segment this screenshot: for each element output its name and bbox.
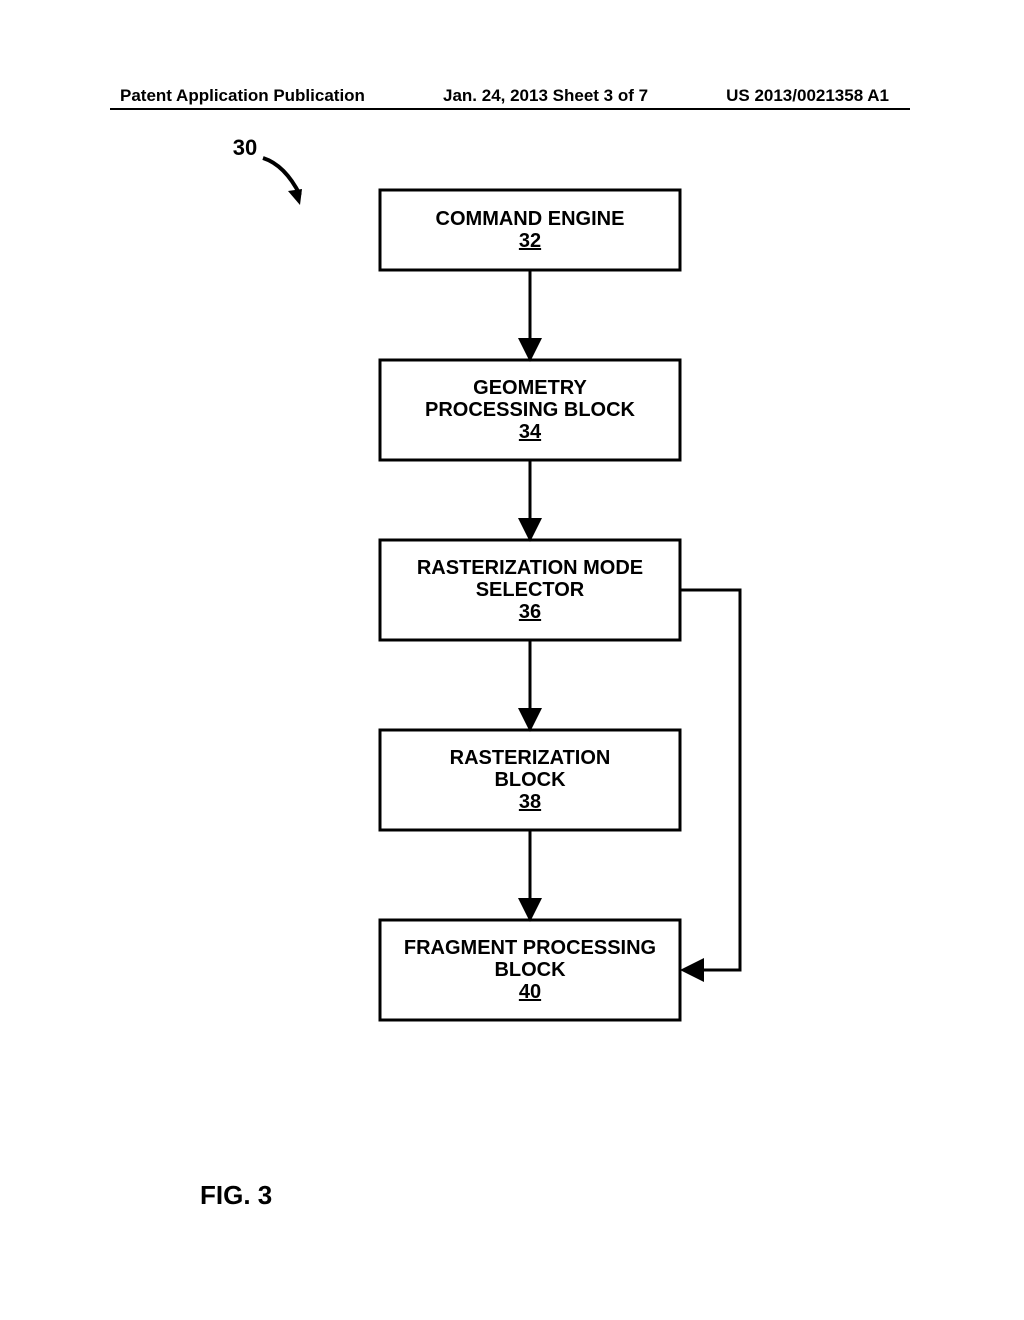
- flow-box-label: RASTERIZATION MODE: [417, 557, 643, 579]
- flowchart-svg: 30 COMMAND ENGINE32 GEOMETRYPROCESSING BLO…: [0, 0, 1024, 1320]
- connector-side: [680, 590, 740, 970]
- flow-box-number: 40: [519, 981, 541, 1003]
- figure-label: FIG. 3: [200, 1180, 272, 1211]
- flow-box-label: BLOCK: [494, 769, 566, 791]
- flow-box-label: COMMAND ENGINE: [436, 208, 625, 230]
- flow-box-label: GEOMETRY: [473, 377, 587, 399]
- flow-box-number: 38: [519, 791, 541, 813]
- flow-box-label: PROCESSING BLOCK: [425, 399, 636, 421]
- flow-box-number: 34: [519, 421, 542, 443]
- flow-box-number: 36: [519, 601, 541, 623]
- flow-box-label: RASTERIZATION: [450, 747, 611, 769]
- diagram-ref-label: 30: [233, 135, 257, 160]
- flow-box-label: FRAGMENT PROCESSING: [404, 937, 656, 959]
- flow-box-label: BLOCK: [494, 959, 566, 981]
- flow-box-number: 32: [519, 230, 541, 252]
- ref-arrow-curve: [263, 158, 300, 195]
- ref-arrow-head: [288, 189, 302, 205]
- flow-box-label: SELECTOR: [476, 579, 585, 601]
